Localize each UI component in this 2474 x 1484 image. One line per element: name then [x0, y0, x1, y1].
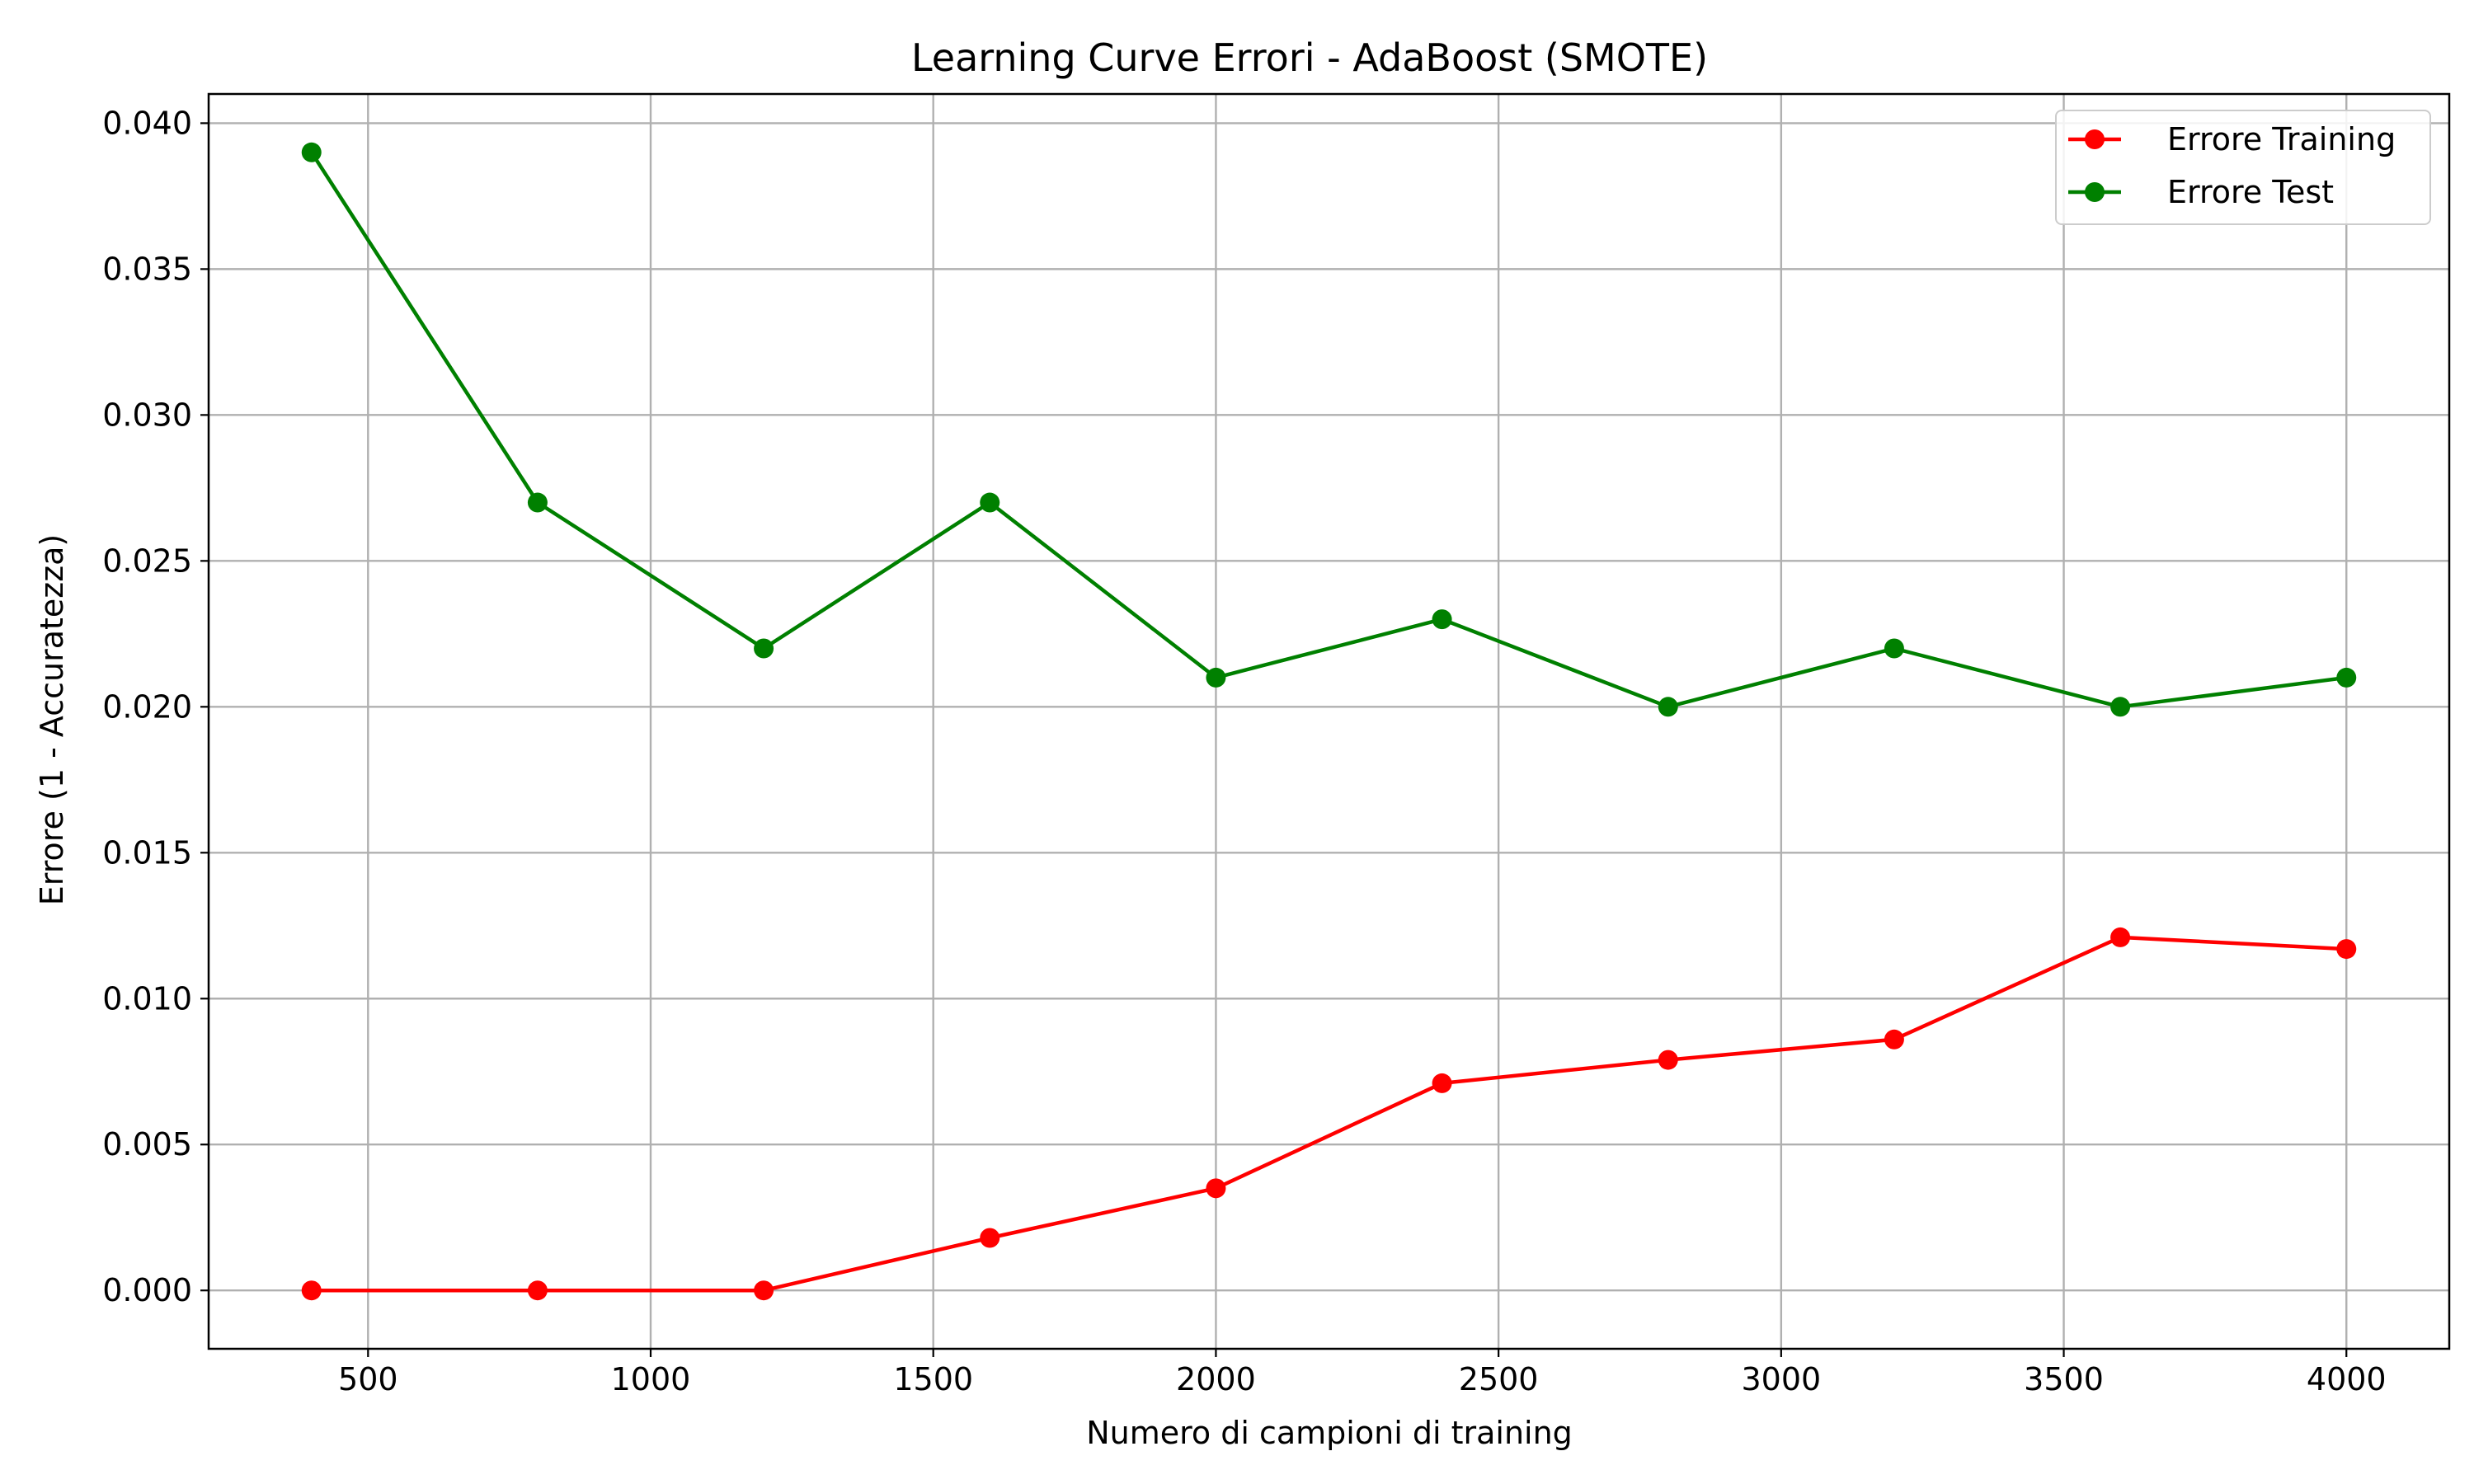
data-point-training	[1658, 1050, 1678, 1070]
x-tick-label: 2500	[1459, 1361, 1539, 1397]
y-tick-label: 0.005	[102, 1126, 192, 1162]
data-point-training	[980, 1228, 1000, 1248]
data-point-training	[301, 1280, 322, 1301]
x-tick-label: 1000	[611, 1361, 691, 1397]
data-point-training	[1884, 1029, 1904, 1050]
data-point-test	[980, 492, 1000, 513]
data-point-training	[754, 1280, 774, 1301]
series-line-test	[309, 150, 2349, 709]
x-tick-label: 1500	[893, 1361, 973, 1397]
data-point-training	[2336, 939, 2357, 960]
y-tick-label: 0.020	[102, 688, 192, 725]
legend-box	[2055, 110, 2431, 225]
data-point-test	[2110, 697, 2131, 717]
legend-marker-training	[2085, 129, 2105, 149]
data-point-training	[2110, 927, 2131, 947]
chart-title: Learning Curve Errori - AdaBoost (SMOTE)	[911, 35, 1708, 80]
legend-marker-test	[2085, 182, 2105, 202]
data-point-training	[527, 1280, 548, 1301]
y-tick-label: 0.025	[102, 542, 192, 579]
legend-label-test: Errore Test	[2167, 174, 2334, 210]
data-point-test	[1884, 638, 1904, 659]
x-tick-label: 3000	[1741, 1361, 1821, 1397]
legend-label-training: Errore Training	[2167, 121, 2396, 157]
x-tick-label: 500	[338, 1361, 398, 1397]
y-tick-label: 0.035	[102, 251, 192, 287]
legend: Errore Training Errore Test	[2055, 110, 2431, 225]
series-line-training	[309, 935, 2349, 1293]
data-point-test	[754, 638, 774, 659]
y-tick-label: 0.010	[102, 980, 192, 1017]
y-tick-label: 0.015	[102, 834, 192, 871]
x-tick-label: 4000	[2307, 1361, 2387, 1397]
plot-frame	[207, 92, 2451, 1350]
x-axis-title: Numero di campioni di training	[1086, 1415, 1573, 1451]
data-point-test	[1206, 667, 1226, 688]
y-tick-label: 0.040	[102, 105, 192, 141]
x-tick-label: 2000	[1176, 1361, 1256, 1397]
data-point-test	[1658, 697, 1678, 717]
plot-series	[301, 142, 2357, 1301]
data-point-training	[1206, 1178, 1226, 1199]
y-tick-label: 0.000	[102, 1272, 192, 1308]
x-axis-ticks: 500 1000 1500 2000 2500 3000 3500 4000	[338, 1349, 2387, 1397]
data-point-training	[1432, 1073, 1452, 1093]
data-point-test	[301, 142, 322, 162]
data-point-test	[527, 492, 548, 513]
y-axis-ticks: 0.000 0.005 0.010 0.015 0.020 0.025 0.030 0.035…	[102, 105, 209, 1308]
data-point-test	[2336, 667, 2357, 688]
y-tick-label: 0.030	[102, 397, 192, 433]
data-point-test	[1432, 609, 1452, 630]
y-axis-title: Errore (1 - Accuratezza)	[34, 534, 70, 906]
x-tick-label: 3500	[2024, 1361, 2104, 1397]
